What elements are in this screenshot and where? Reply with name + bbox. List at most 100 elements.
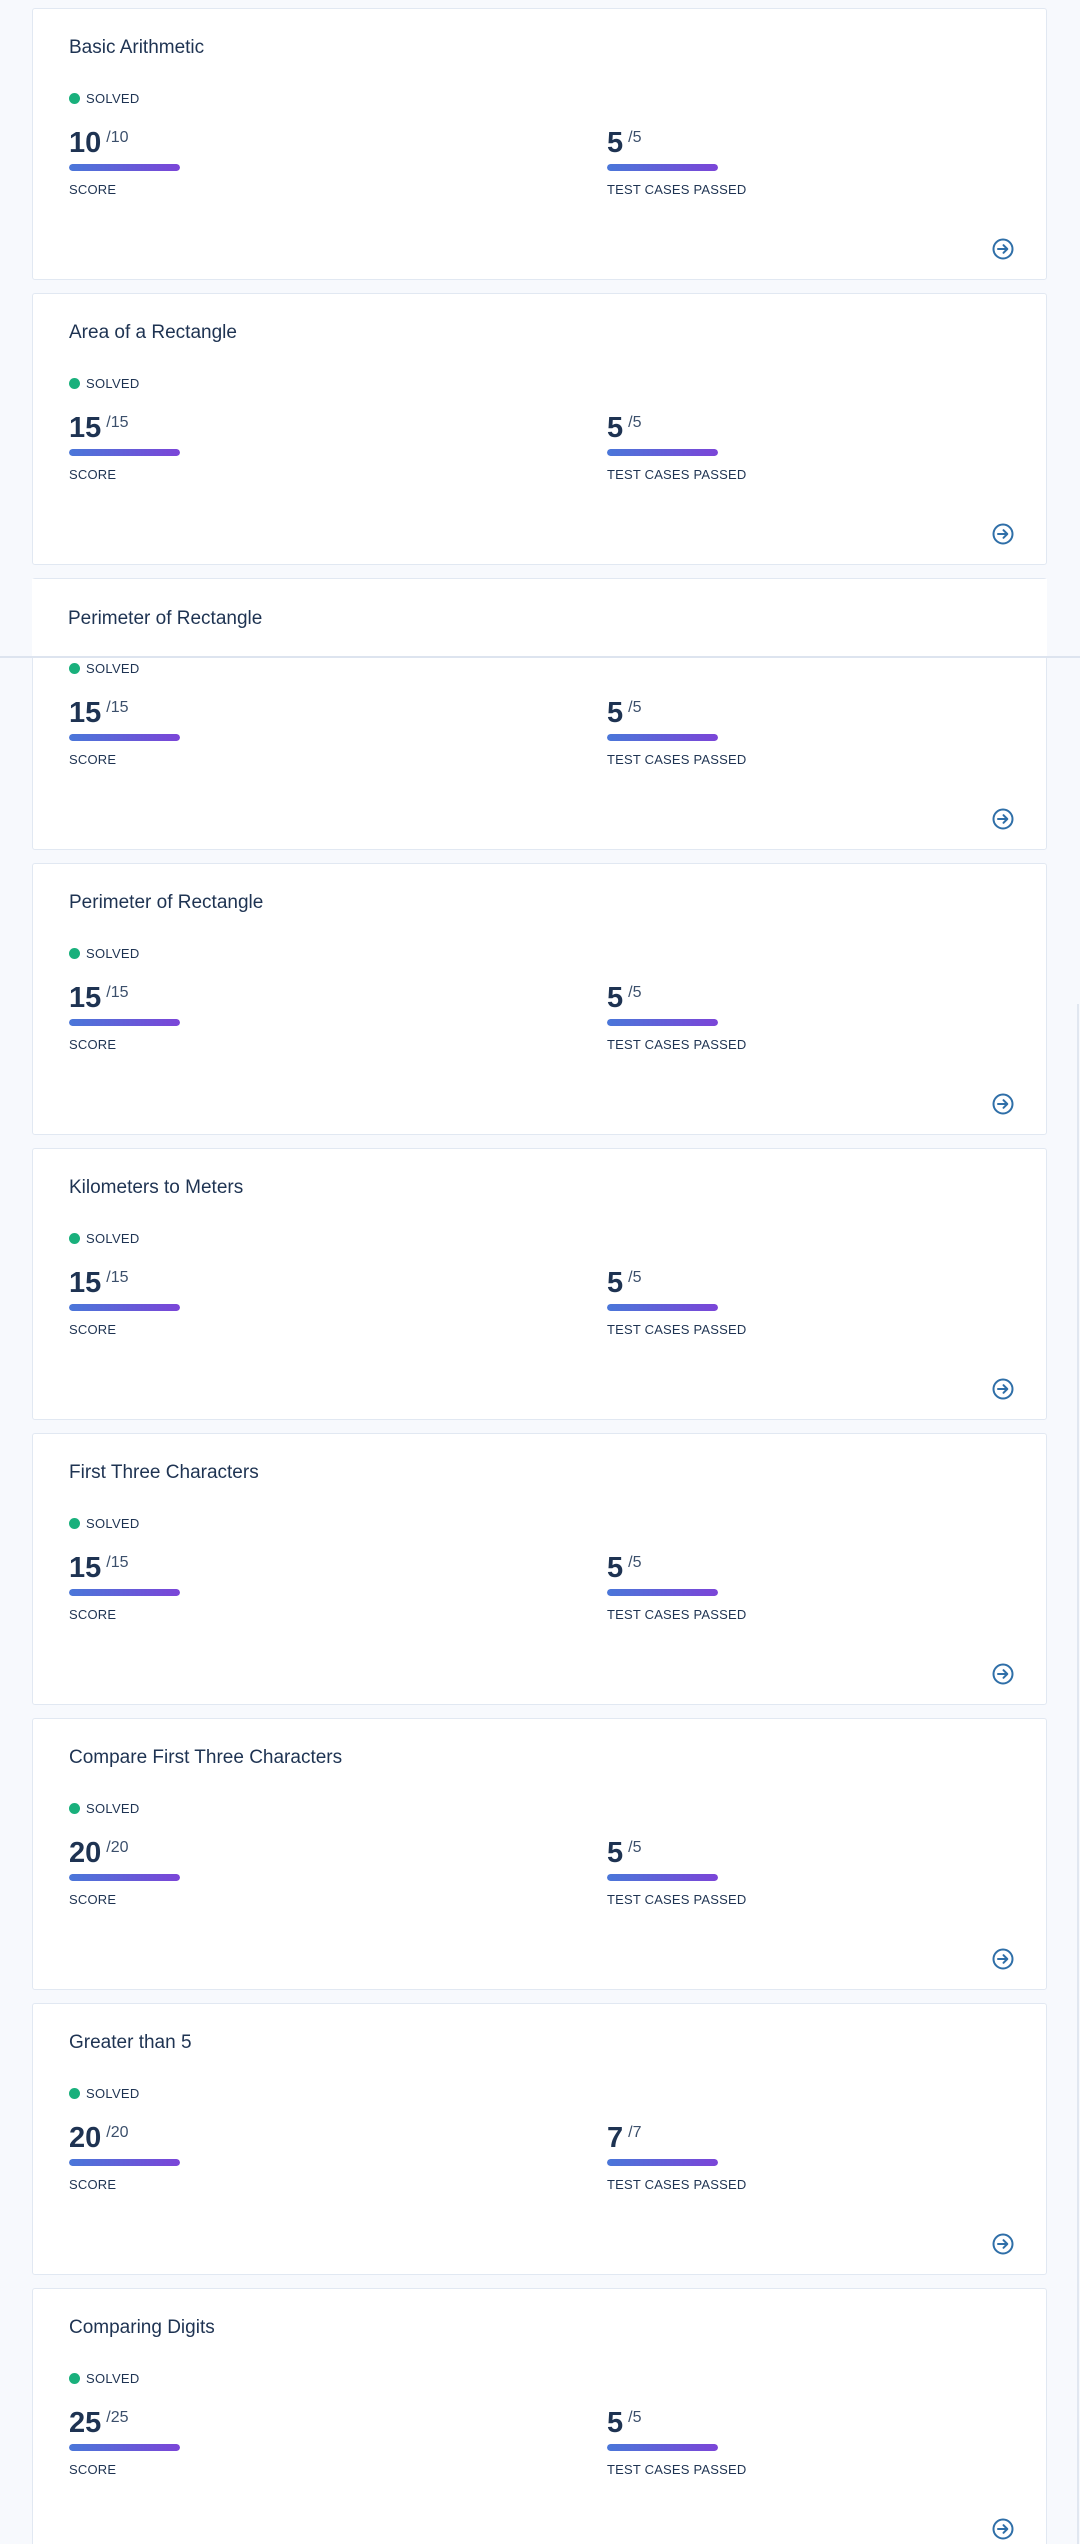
- arrow-right-circle-icon[interactable]: [991, 1377, 1015, 1401]
- score-total: /15: [106, 1554, 129, 1571]
- score-progress-bar: [69, 2444, 180, 2451]
- test-cases-label: TEST CASES PASSED: [607, 182, 747, 197]
- problem-card[interactable]: Comparing Digits SOLVED 25 /25 SCORE 5 /…: [32, 2288, 1047, 2544]
- test-cases-metric: 5 /5 TEST CASES PASSED: [607, 127, 746, 197]
- score-value: 15: [69, 1552, 102, 1584]
- test-cases-progress-bar: [607, 1589, 718, 1596]
- problem-card[interactable]: First Three Characters SOLVED 15 /15 SCO…: [32, 1433, 1047, 1705]
- arrow-right-circle-icon[interactable]: [991, 237, 1015, 261]
- test-cases-value: 7: [607, 2122, 624, 2154]
- test-cases-label: TEST CASES PASSED: [607, 752, 747, 767]
- score-value: 25: [69, 2407, 102, 2439]
- problem-card[interactable]: Compare First Three Characters SOLVED 20…: [32, 1718, 1047, 1990]
- problem-card[interactable]: Area of a Rectangle SOLVED 15 /15 SCORE …: [32, 293, 1047, 565]
- status-badge: SOLVED: [69, 1230, 140, 1246]
- arrow-right-circle-icon[interactable]: [991, 1092, 1015, 1116]
- arrow-right-circle-icon[interactable]: [991, 1947, 1015, 1971]
- sticky-header-overlay: Perimeter of Rectangle: [32, 579, 1047, 656]
- score-metric: 20 /20 SCORE: [69, 2122, 180, 2192]
- test-cases-progress-fill: [607, 1589, 718, 1596]
- score-metric: 15 /15 SCORE: [69, 1552, 180, 1622]
- problem-card[interactable]: Kilometers to Meters SOLVED 15 /15 SCORE…: [32, 1148, 1047, 1420]
- arrow-right-circle-icon[interactable]: [991, 2232, 1015, 2256]
- status-badge: SOLVED: [69, 2370, 140, 2386]
- score-progress-fill: [69, 449, 180, 456]
- score-progress-fill: [69, 734, 180, 741]
- score-total: /15: [106, 1269, 129, 1286]
- problem-title[interactable]: Comparing Digits: [69, 2317, 215, 2338]
- score-label: SCORE: [69, 467, 117, 482]
- status-text: SOLVED: [86, 1230, 140, 1246]
- test-cases-progress-fill: [607, 164, 718, 171]
- problem-card[interactable]: Perimeter of Rectangle SOLVED 15 /15 SCO…: [32, 863, 1047, 1135]
- problem-title[interactable]: First Three Characters: [69, 1462, 259, 1483]
- status-dot: [69, 1517, 80, 1529]
- test-cases-total: /5: [628, 1554, 642, 1571]
- test-cases-total: /5: [628, 414, 642, 431]
- score-value: 20: [69, 1837, 102, 1869]
- status-badge: SOLVED: [69, 1800, 140, 1816]
- score-label: SCORE: [69, 1892, 117, 1907]
- arrow-right-circle-icon[interactable]: [991, 807, 1015, 831]
- problem-title[interactable]: Kilometers to Meters: [69, 1177, 244, 1198]
- problem-title[interactable]: Basic Arithmetic: [69, 37, 205, 58]
- arrow-right-circle-icon[interactable]: [991, 522, 1015, 546]
- test-cases-progress-bar: [607, 1874, 718, 1881]
- test-cases-label: TEST CASES PASSED: [607, 2177, 747, 2192]
- test-cases-progress-bar: [607, 449, 718, 456]
- score-total: /10: [106, 129, 129, 146]
- problem-title[interactable]: Perimeter of Rectangle: [69, 892, 264, 913]
- problem-title[interactable]: Compare First Three Characters: [69, 1747, 343, 1768]
- test-cases-progress-fill: [607, 734, 718, 741]
- score-progress-fill: [69, 164, 180, 171]
- status-dot: [69, 1802, 80, 1814]
- score-progress-fill: [69, 1874, 180, 1881]
- status-badge: SOLVED: [69, 90, 140, 106]
- test-cases-metric: 5 /5 TEST CASES PASSED: [607, 2407, 746, 2477]
- score-progress-fill: [69, 1304, 180, 1311]
- status-badge: SOLVED: [69, 945, 140, 961]
- status-text: SOLVED: [86, 1800, 140, 1816]
- problem-card[interactable]: Basic Arithmetic SOLVED 10 /10 SCORE 5 /…: [32, 8, 1047, 280]
- arrow-right-circle-icon[interactable]: [991, 1662, 1015, 1686]
- score-label: SCORE: [69, 1322, 117, 1337]
- test-cases-value: 5: [607, 982, 624, 1014]
- score-metric: 15 /15 SCORE: [69, 697, 180, 767]
- test-cases-progress-bar: [607, 1019, 718, 1026]
- score-progress-bar: [69, 1589, 180, 1596]
- status-text: SOLVED: [86, 2370, 140, 2386]
- status-text: SOLVED: [86, 90, 140, 106]
- test-cases-total: /5: [628, 699, 642, 716]
- problem-title[interactable]: Greater than 5: [69, 2032, 192, 2053]
- test-cases-value: 5: [607, 412, 624, 444]
- test-cases-label: TEST CASES PASSED: [607, 1037, 747, 1052]
- score-label: SCORE: [69, 182, 117, 197]
- status-badge: SOLVED: [69, 1515, 140, 1531]
- problem-title[interactable]: Area of a Rectangle: [69, 322, 237, 343]
- score-value: 15: [69, 982, 102, 1014]
- score-total: /20: [106, 2124, 129, 2141]
- arrow-right-circle-icon[interactable]: [991, 2517, 1015, 2541]
- status-dot: [69, 1232, 80, 1244]
- status-text: SOLVED: [86, 945, 140, 961]
- test-cases-total: /5: [628, 1269, 642, 1286]
- test-cases-progress-fill: [607, 2159, 718, 2166]
- score-label: SCORE: [69, 1037, 117, 1052]
- score-metric: 10 /10 SCORE: [69, 127, 180, 197]
- score-label: SCORE: [69, 752, 117, 767]
- problem-card[interactable]: Greater than 5 SOLVED 20 /20 SCORE 7 /7 …: [32, 2003, 1047, 2275]
- test-cases-total: /7: [628, 2124, 642, 2141]
- test-cases-total: /5: [628, 2409, 642, 2426]
- test-cases-value: 5: [607, 1837, 624, 1869]
- score-label: SCORE: [69, 2462, 117, 2477]
- score-value: 10: [69, 127, 102, 159]
- status-dot: [69, 92, 80, 104]
- test-cases-progress-fill: [607, 2444, 718, 2451]
- status-dot: [69, 947, 80, 959]
- score-label: SCORE: [69, 2177, 117, 2192]
- scrollbar-track[interactable]: [1077, 1004, 1079, 2544]
- score-progress-fill: [69, 1589, 180, 1596]
- status-text: SOLVED: [86, 660, 140, 676]
- test-cases-metric: 5 /5 TEST CASES PASSED: [607, 697, 746, 767]
